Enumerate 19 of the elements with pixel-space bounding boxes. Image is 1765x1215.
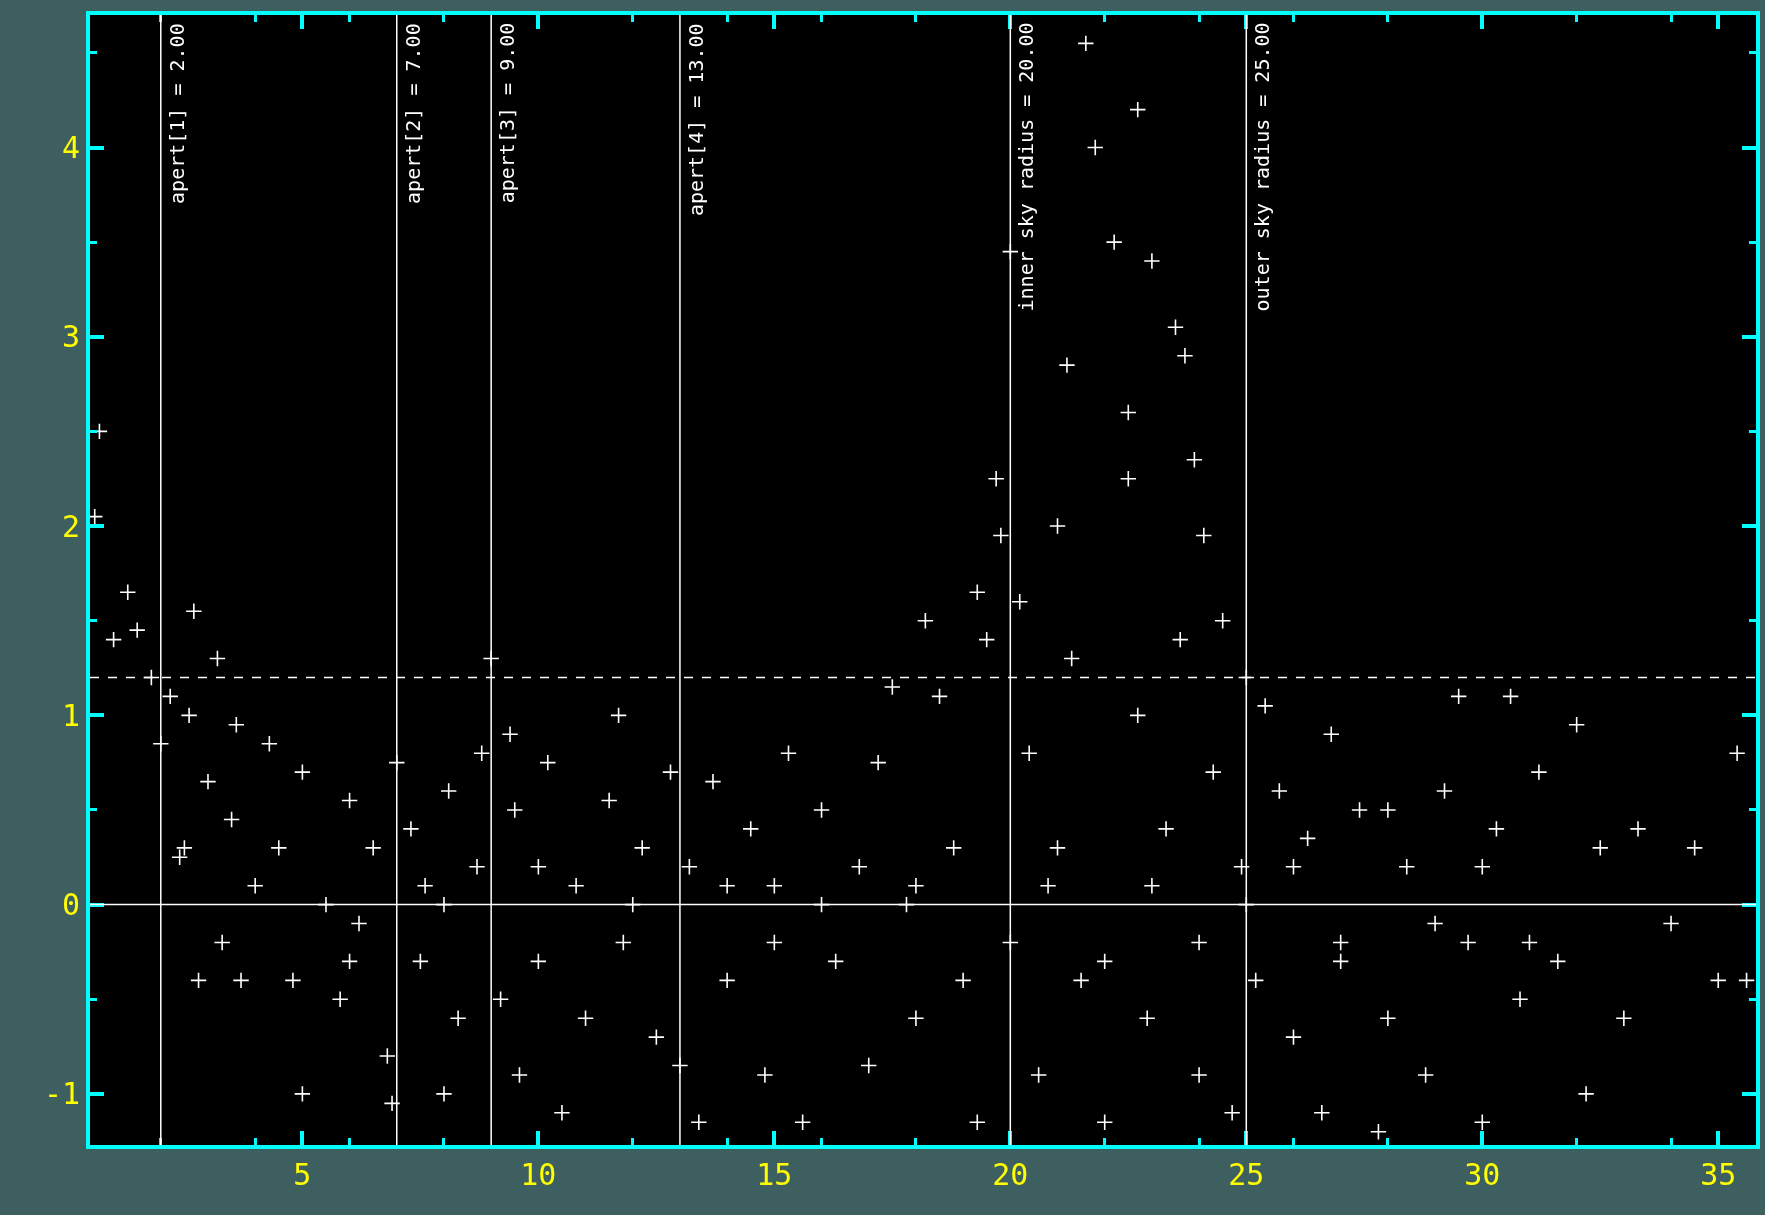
x-tick-label: 5 (293, 1157, 312, 1192)
y-tick-label: -1 (43, 1076, 80, 1112)
ref-line-label: outer sky radius = 25.00 (1250, 22, 1275, 312)
x-tick-label: 20 (992, 1157, 1029, 1192)
y-tick-label: 1 (61, 697, 80, 733)
y-tick-label: 2 (61, 508, 80, 544)
x-tick-label: 25 (1228, 1157, 1265, 1192)
ref-line-label: apert[4] = 13.00 (683, 23, 708, 217)
ref-line-label: inner sky radius = 20.00 (1014, 22, 1039, 312)
x-tick-label: 30 (1464, 1157, 1501, 1192)
ref-line-label: apert[3] = 9.00 (495, 22, 520, 204)
x-tick-label: 15 (756, 1157, 793, 1192)
x-tick-label: 10 (520, 1157, 557, 1192)
y-tick-label: 0 (61, 887, 80, 923)
y-tick-label: 3 (61, 319, 80, 355)
ref-line-label: apert[2] = 7.00 (400, 23, 425, 204)
ref-line-label: apert[1] = 2.00 (164, 23, 189, 204)
x-tick-label: 35 (1700, 1157, 1737, 1192)
y-tick-label: 4 (61, 130, 80, 165)
